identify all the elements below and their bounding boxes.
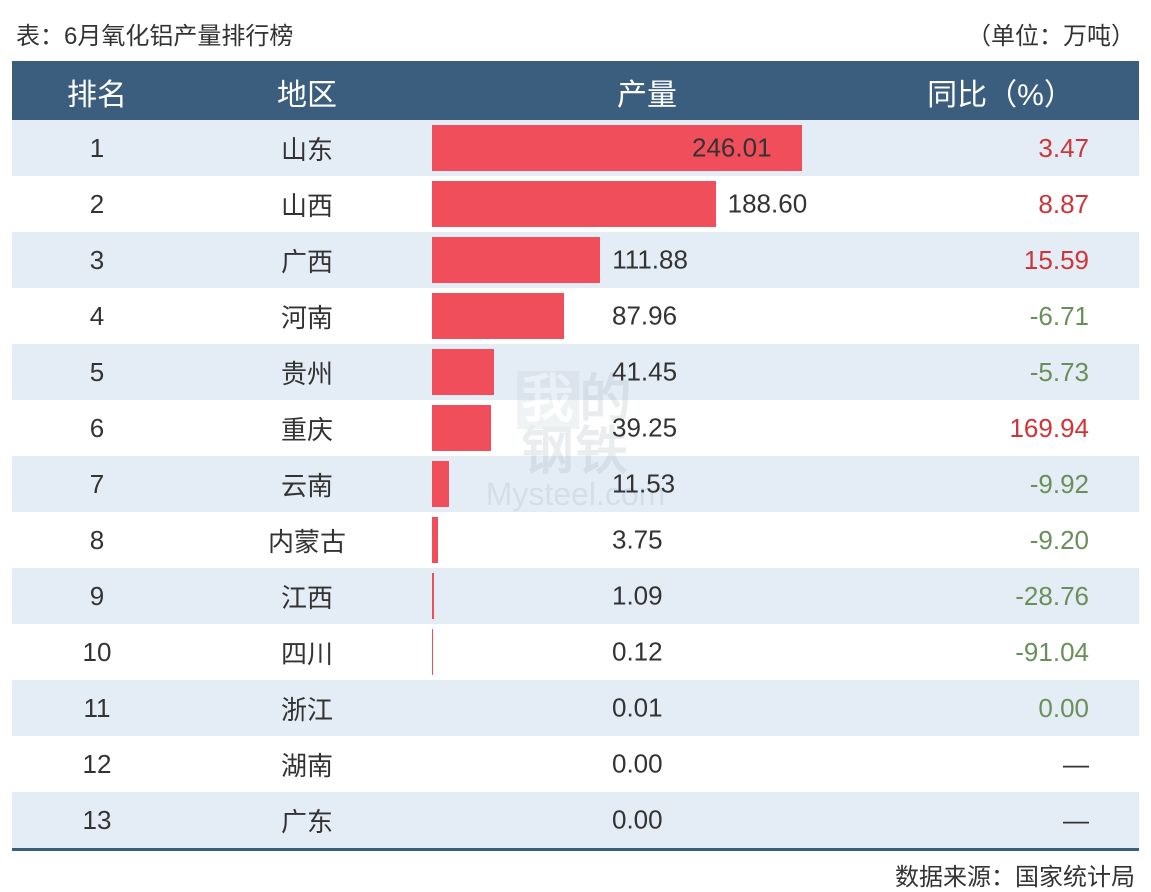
cell-region: 湖南 [182,746,432,783]
cell-yoy: -9.20 [862,525,1139,556]
output-label: 111.88 [612,245,688,276]
header-output: 产量 [432,70,862,114]
cell-yoy: -91.04 [862,637,1139,668]
output-label: 3.75 [612,525,663,556]
output-label: 0.00 [612,749,663,780]
title-right: （单位：万吨） [967,16,1135,51]
cell-yoy: -5.73 [862,357,1139,388]
output-bar [432,517,438,563]
cell-yoy: 15.59 [862,245,1139,276]
cell-yoy: 0.00 [862,693,1139,724]
cell-output: 111.88 [432,232,862,288]
table-row: 9江西 1.09 -28.76 [12,568,1139,624]
cell-region: 广西 [182,242,432,279]
table-row: 10四川 0.12 -91.04 [12,624,1139,680]
output-label: 41.45 [612,357,677,388]
cell-region: 内蒙古 [182,522,432,559]
table-row: 7云南 11.53 -9.92 [12,456,1139,512]
title-left: 表：6月氧化铝产量排行榜 [16,16,293,51]
table-row: 5贵州 41.45 -5.73 [12,344,1139,400]
table-header-row: 排名 地区 产量 同比（%） [12,64,1139,120]
output-label: 39.25 [612,413,677,444]
cell-region: 江西 [182,578,432,615]
header-region: 地区 [182,70,432,114]
output-label: 11.53 [612,469,675,500]
cell-output: 11.53 [432,456,862,512]
cell-rank: 2 [12,189,182,220]
table-row: 3广西 111.88 15.59 [12,232,1139,288]
cell-region: 河南 [182,298,432,335]
output-label: 0.12 [612,637,663,668]
cell-region: 重庆 [182,410,432,447]
table-row: 8内蒙古 3.75 -9.20 [12,512,1139,568]
footer-row: 数据来源：国家统计局 [12,851,1139,892]
cell-output: 0.00 [432,792,862,848]
output-bar [432,349,494,395]
cell-yoy: -9.92 [862,469,1139,500]
cell-output: 39.25 [432,400,862,456]
table-row: 1山东 246.01 3.47 [12,120,1139,176]
cell-rank: 13 [12,805,182,836]
cell-yoy: -6.71 [862,301,1139,332]
cell-yoy: 3.47 [862,133,1139,164]
cell-rank: 10 [12,637,182,668]
output-label: 246.01 [692,133,772,164]
data-source: 数据来源：国家统计局 [895,857,1135,892]
cell-rank: 9 [12,581,182,612]
cell-yoy: -28.76 [862,581,1139,612]
cell-region: 四川 [182,634,432,671]
cell-output: 87.96 [432,288,862,344]
cell-output: 1.09 [432,568,862,624]
output-bar [432,181,716,227]
cell-output: 0.01 [432,680,862,736]
cell-output: 0.12 [432,624,862,680]
table-row: 4河南 87.96 -6.71 [12,288,1139,344]
output-label: 188.60 [728,189,808,220]
cell-output: 188.60 [432,176,862,232]
ranking-table: 排名 地区 产量 同比（%） 1山东 246.01 3.47 2山西 188.60 8.8… [12,61,1139,851]
cell-rank: 3 [12,245,182,276]
table-row: 12湖南 0.00 — [12,736,1139,792]
cell-output: 0.00 [432,736,862,792]
cell-output: 41.45 [432,344,862,400]
cell-rank: 4 [12,301,182,332]
table-row: 2山西 188.60 8.87 [12,176,1139,232]
cell-output: 246.01 [432,120,862,176]
cell-yoy: — [862,749,1139,780]
output-bar [432,405,491,451]
table-row: 13广东 0.00 — [12,792,1139,848]
cell-region: 山东 [182,130,432,167]
output-bar [432,237,600,283]
header-rank: 排名 [12,70,182,114]
output-bar [432,293,564,339]
header-yoy: 同比（%） [862,70,1139,114]
cell-rank: 5 [12,357,182,388]
output-bar [432,573,434,619]
output-label: 0.00 [612,805,663,836]
output-label: 0.01 [612,693,663,724]
cell-region: 广东 [182,802,432,839]
table-row: 11浙江 0.01 0.00 [12,680,1139,736]
cell-region: 云南 [182,466,432,503]
table-body: 1山东 246.01 3.47 2山西 188.60 8.87 3广西 111.88 15.59… [12,120,1139,848]
output-bar [432,461,449,507]
cell-yoy: 169.94 [862,413,1139,444]
cell-rank: 7 [12,469,182,500]
cell-region: 浙江 [182,690,432,727]
cell-region: 山西 [182,186,432,223]
output-label: 1.09 [612,581,663,612]
title-row: 表：6月氧化铝产量排行榜 （单位：万吨） [12,10,1139,61]
cell-yoy: 8.87 [862,189,1139,220]
cell-output: 3.75 [432,512,862,568]
output-label: 87.96 [612,301,677,332]
cell-rank: 1 [12,133,182,164]
cell-rank: 12 [12,749,182,780]
cell-yoy: — [862,805,1139,836]
cell-rank: 11 [12,693,182,724]
cell-region: 贵州 [182,354,432,391]
cell-rank: 6 [12,413,182,444]
cell-rank: 8 [12,525,182,556]
table-row: 6重庆 39.25 169.94 [12,400,1139,456]
